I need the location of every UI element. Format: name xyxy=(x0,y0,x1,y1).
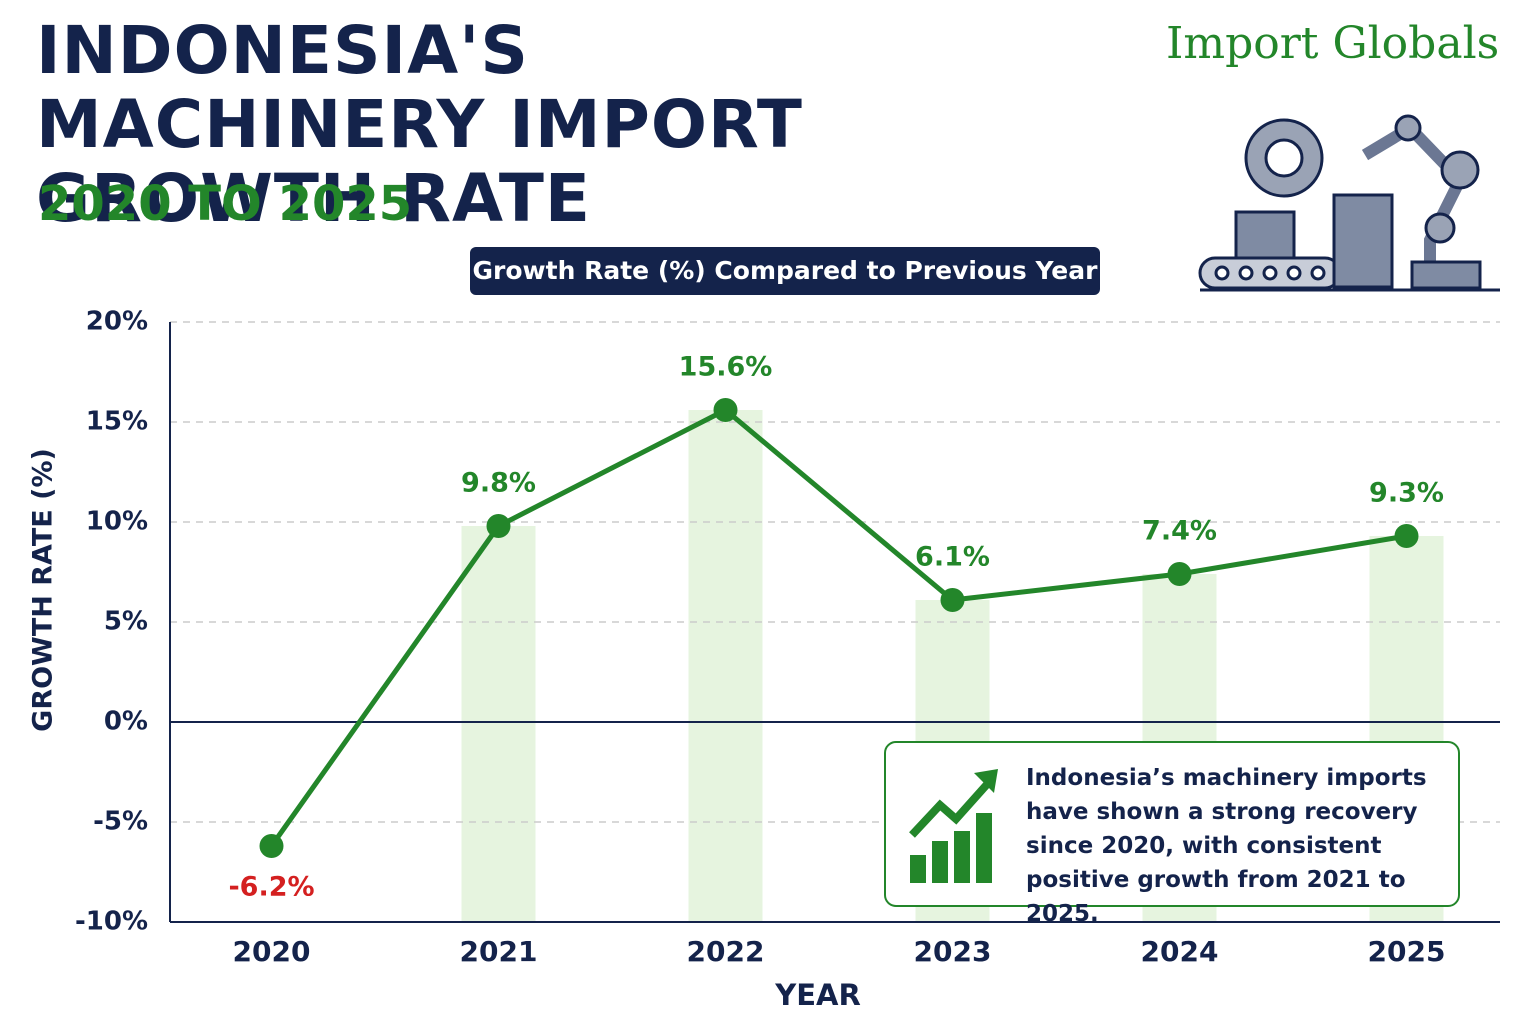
y-tick-label: 10% xyxy=(86,507,148,537)
growth-icon xyxy=(909,769,998,883)
point xyxy=(1167,562,1192,586)
x-tick-label: 2022 xyxy=(687,935,765,968)
machinery-icon xyxy=(1198,114,1500,292)
line xyxy=(269,407,1407,848)
bar xyxy=(688,410,763,922)
x-tick-label: 2025 xyxy=(1368,935,1446,968)
y-tick-label: -10% xyxy=(75,907,148,937)
value-label: 15.6% xyxy=(679,352,773,383)
value-label: 9.3% xyxy=(1369,478,1444,509)
x-tick-label: 2021 xyxy=(460,935,538,968)
point xyxy=(940,588,965,612)
y-tick-label: -5% xyxy=(93,807,148,837)
annotation-box: Indonesia’s machinery imports have shown… xyxy=(884,741,1460,927)
y-tick-label: 0% xyxy=(104,707,148,737)
x-tick-label: 2024 xyxy=(1141,935,1219,968)
chart-label: Growth Rate (%) Compared to Previous Yea… xyxy=(470,247,1100,295)
chart-subtitle: 2020 TO 2025 xyxy=(38,176,413,232)
value-label: 7.4% xyxy=(1142,516,1217,547)
y-tick-label: 20% xyxy=(86,307,148,337)
x-tick-label: 2020 xyxy=(233,935,311,968)
point xyxy=(713,398,738,422)
y-tick-label: 15% xyxy=(86,407,148,437)
y-axis-label: GROWTH RATE (%) xyxy=(28,448,59,732)
bar xyxy=(461,526,536,922)
brand-logo: Import Globals xyxy=(1166,18,1500,69)
value-label: 6.1% xyxy=(915,542,990,573)
point xyxy=(259,834,284,858)
value-label: -6.2% xyxy=(228,872,314,903)
annotation: Indonesia’s machinery imports have shown… xyxy=(1026,765,1427,927)
y-tick-label: 5% xyxy=(104,607,148,637)
chart-title: INDONESIA'S MACHINERY IMPORT GROWTH RATE xyxy=(36,12,803,237)
point xyxy=(1394,524,1419,548)
x-axis-label: YEAR xyxy=(774,978,861,1012)
point xyxy=(486,514,511,538)
value-label: 9.8% xyxy=(461,468,536,499)
x-tick-label: 2023 xyxy=(914,935,992,968)
